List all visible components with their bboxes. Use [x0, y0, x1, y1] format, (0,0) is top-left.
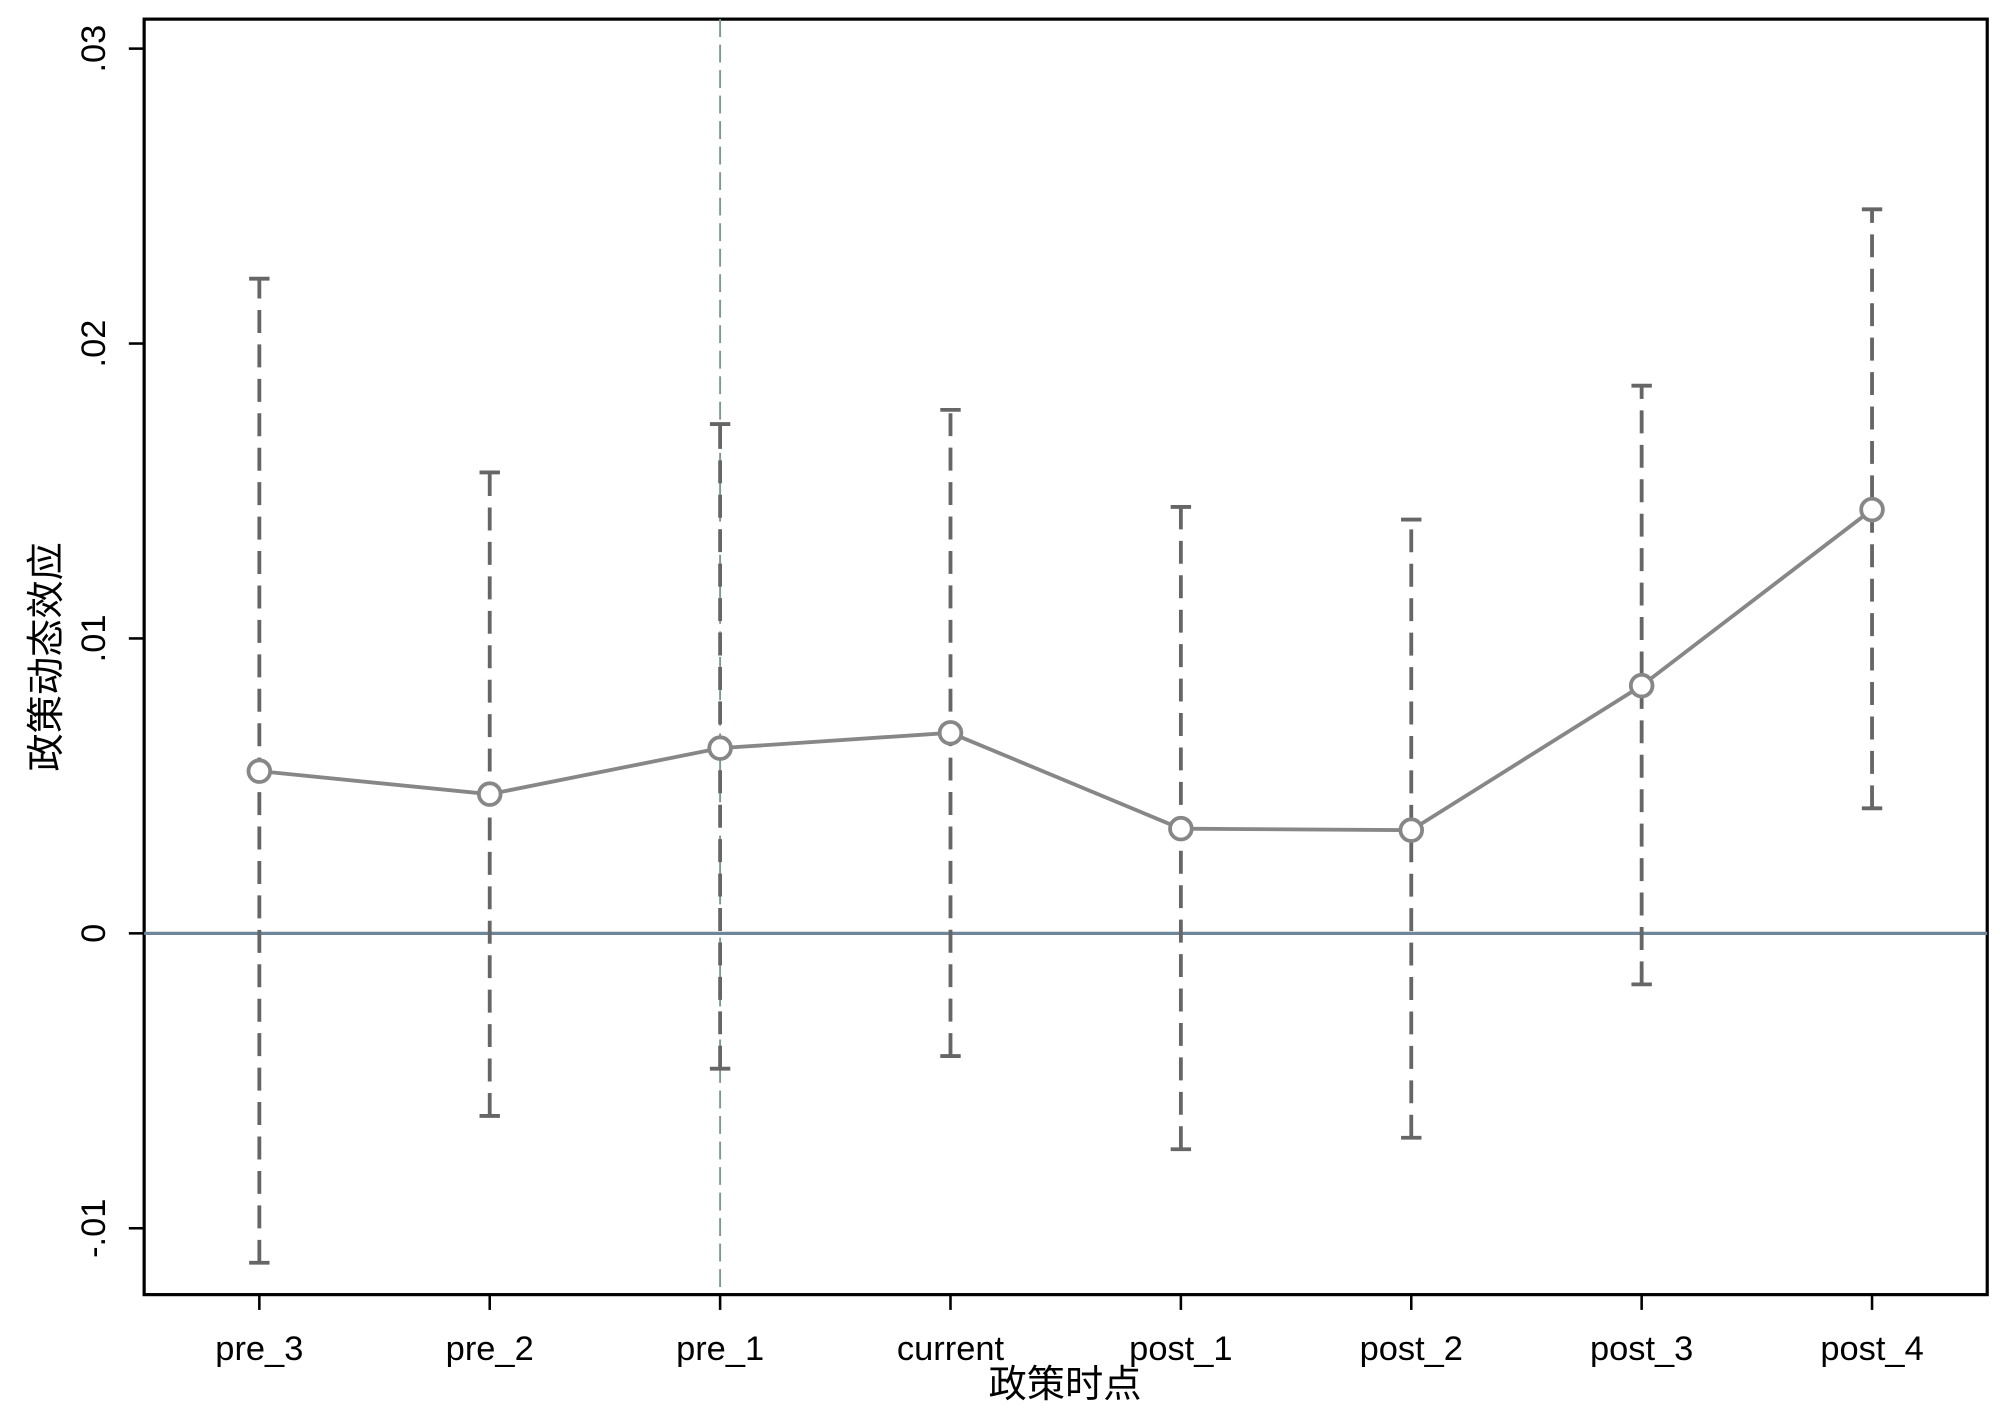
x-tick-label: post_1: [1129, 1330, 1232, 1368]
y-tick-label: 0: [75, 924, 113, 943]
point: [246, 758, 273, 784]
x-axis-label: 政策时点: [989, 1362, 1142, 1407]
x-tick-label: pre_1: [676, 1330, 764, 1368]
point: [1859, 496, 1885, 523]
x-tick-label: post_2: [1360, 1330, 1463, 1368]
y-tick-label: -.01: [75, 1199, 113, 1258]
point: [937, 720, 964, 746]
x-tick-label: post_3: [1590, 1330, 1693, 1368]
point: [1628, 672, 1655, 699]
x-tick-label: pre_3: [215, 1330, 303, 1368]
point: [707, 735, 733, 761]
y-axis-label: 政策动态效应: [24, 542, 69, 772]
plot-frame: [142, 17, 1989, 1297]
point: [1168, 815, 1194, 842]
y-tick-label: .02: [75, 320, 113, 368]
x-tick-label: post_4: [1820, 1330, 1923, 1368]
point: [476, 781, 503, 807]
point: [1398, 817, 1425, 843]
y-tick-label: .03: [75, 25, 113, 73]
y-tick-label: .01: [75, 615, 113, 663]
x-tick-label: pre_2: [446, 1330, 534, 1368]
x-tick-label: current: [897, 1330, 1005, 1368]
series-line: [259, 508, 1874, 833]
